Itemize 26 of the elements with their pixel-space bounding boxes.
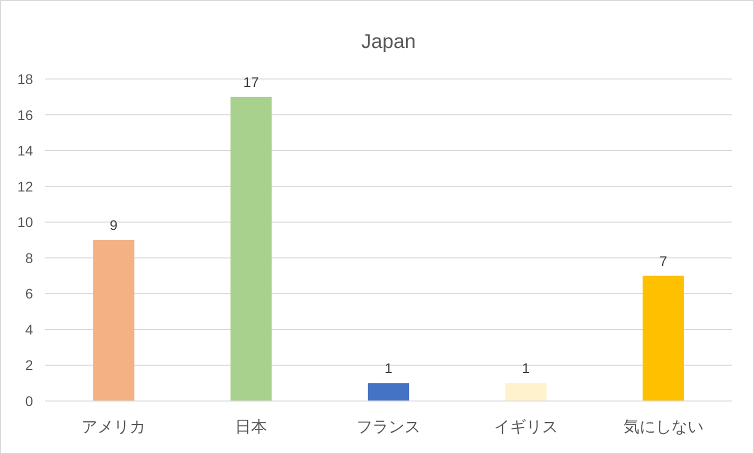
- bar: [505, 383, 547, 401]
- bar: [368, 383, 410, 401]
- x-tick-label: アメリカ: [82, 419, 146, 436]
- data-label: 7: [659, 252, 668, 269]
- x-tick-label: 気にしない: [623, 419, 704, 436]
- bar: [230, 96, 272, 401]
- y-tick-label: 18: [17, 71, 34, 87]
- y-tick-label: 2: [25, 357, 34, 374]
- data-label: 1: [384, 360, 393, 376]
- y-tick-label: 4: [25, 321, 34, 338]
- x-tick-label: 日本: [235, 418, 268, 436]
- y-tick-label: 6: [25, 286, 34, 302]
- y-tick-label: 14: [17, 142, 34, 159]
- data-label: 17: [243, 74, 260, 90]
- bar: [93, 240, 134, 401]
- data-label: 9: [110, 217, 118, 233]
- x-tick-label: フランス: [356, 419, 420, 436]
- y-tick-label: 0: [25, 393, 34, 409]
- y-tick-label: 10: [17, 214, 34, 230]
- x-tick-label: イギリス: [494, 418, 558, 436]
- bar: [642, 276, 684, 401]
- y-tick-label: 8: [25, 250, 34, 266]
- data-label: 1: [522, 360, 530, 376]
- y-tick-label: 16: [17, 106, 34, 123]
- chart-title: Japan: [361, 31, 416, 53]
- y-tick-label: 12: [17, 178, 34, 194]
